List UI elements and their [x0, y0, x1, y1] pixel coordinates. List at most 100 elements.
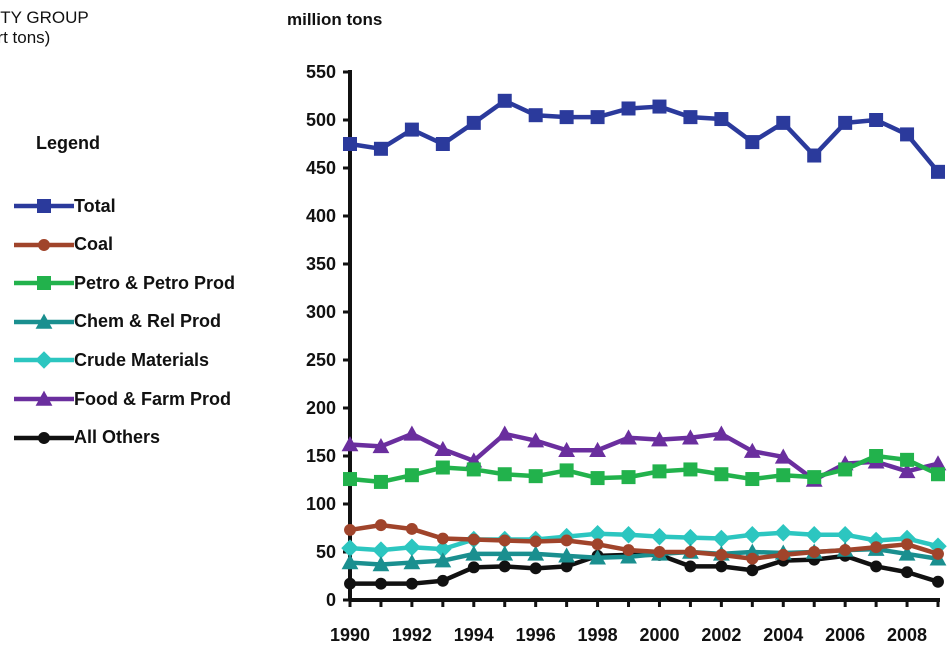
- y-tick-label: 350: [306, 254, 336, 274]
- legend-label: Food & Farm Prod: [74, 388, 231, 409]
- data-point-total: [745, 135, 760, 150]
- data-point-coal: [467, 533, 480, 546]
- data-point-total: [807, 148, 822, 163]
- data-point-total: [900, 127, 915, 142]
- data-point-coal: [344, 523, 356, 536]
- data-point-food-farm-prod: [743, 442, 761, 458]
- data-point-petro-petro-prod: [714, 467, 729, 482]
- series-food-farm-prod: [341, 425, 947, 487]
- data-point-crude-materials: [403, 538, 421, 556]
- data-point-crude-materials: [743, 525, 762, 544]
- legend-item-chem-rel-prod: Chem & Rel Prod: [14, 310, 221, 334]
- data-point-total: [528, 108, 543, 123]
- data-point-all-others: [344, 577, 356, 590]
- data-point-total: [343, 137, 357, 151]
- data-point-all-others: [467, 561, 480, 574]
- x-tick-label: 2002: [701, 625, 741, 645]
- chart-title-line-2: short tons): [0, 28, 51, 47]
- legend-label: Total: [74, 195, 116, 216]
- data-point-food-farm-prod: [496, 425, 514, 441]
- data-point-total: [497, 93, 512, 108]
- data-point-food-farm-prod: [558, 441, 576, 457]
- data-point-crude-materials: [619, 525, 638, 544]
- data-point-coal: [591, 538, 604, 551]
- legend-swatch-marker: [35, 390, 53, 406]
- y-tick-label: 100: [306, 494, 336, 514]
- data-point-petro-petro-prod: [404, 468, 419, 483]
- data-point-petro-petro-prod: [497, 467, 512, 482]
- data-point-coal: [622, 544, 635, 557]
- data-point-petro-petro-prod: [838, 462, 853, 477]
- data-point-food-farm-prod: [403, 425, 421, 441]
- x-tick-label: 1990: [330, 625, 370, 645]
- data-point-chem-rel-prod: [589, 549, 606, 565]
- data-point-chem-rel-prod: [372, 556, 390, 572]
- legend-item-all-others: All Others: [14, 426, 160, 450]
- legend-swatch-marker: [38, 431, 50, 444]
- data-point-coal: [560, 534, 573, 547]
- data-point-total: [590, 110, 605, 125]
- data-point-food-farm-prod: [898, 462, 916, 479]
- legend-swatch: [14, 238, 74, 251]
- x-tick-label: 2000: [639, 625, 679, 645]
- data-point-petro-petro-prod: [435, 460, 450, 475]
- x-tick-label: 2008: [887, 625, 927, 645]
- x-tick-label: 2004: [763, 625, 803, 645]
- legend-label: Coal: [74, 234, 114, 255]
- legend-item-total: Total: [14, 194, 116, 218]
- data-point-coal: [746, 552, 759, 565]
- data-point-crude-materials: [805, 525, 823, 544]
- data-point-petro-petro-prod: [528, 469, 543, 484]
- data-point-total: [466, 115, 481, 130]
- legend-label: Crude Materials: [74, 349, 210, 370]
- data-point-coal: [374, 519, 387, 532]
- data-point-petro-petro-prod: [869, 449, 884, 463]
- data-point-total: [621, 101, 636, 116]
- series-petro-petro-prod: [343, 449, 945, 489]
- data-point-petro-petro-prod: [776, 468, 791, 483]
- legend-swatch: [14, 351, 74, 370]
- data-point-food-farm-prod: [341, 436, 359, 452]
- data-point-coal: [777, 548, 790, 561]
- data-point-food-farm-prod: [589, 441, 606, 457]
- data-point-coal: [870, 541, 883, 554]
- legend-swatch: [14, 390, 74, 406]
- chart-title-line-1: ODITY GROUP: [0, 8, 89, 27]
- data-point-all-others: [560, 560, 573, 573]
- data-point-petro-petro-prod: [745, 472, 760, 487]
- legend-swatch-marker: [35, 351, 53, 370]
- series-crude-materials: [341, 524, 947, 559]
- series-total: [343, 93, 945, 179]
- data-point-all-others: [932, 575, 944, 588]
- data-point-coal: [405, 523, 418, 535]
- legend-swatch: [14, 313, 74, 329]
- data-point-all-others: [529, 562, 542, 575]
- data-point-chem-rel-prod: [496, 545, 514, 561]
- data-point-total: [559, 110, 574, 125]
- y-tick-label: 50: [316, 542, 336, 562]
- data-point-petro-petro-prod: [373, 474, 388, 489]
- data-point-petro-petro-prod: [931, 467, 945, 482]
- legend-label: Chem & Rel Prod: [74, 311, 222, 332]
- data-point-petro-petro-prod: [466, 462, 481, 477]
- legend-swatch-marker: [37, 276, 51, 291]
- data-point-crude-materials: [588, 525, 607, 543]
- data-point-crude-materials: [650, 527, 669, 546]
- data-point-total: [931, 164, 945, 179]
- data-point-chem-rel-prod: [898, 545, 916, 561]
- x-tick-label: 2006: [825, 625, 865, 645]
- legend-item-food-farm-prod: Food & Farm Prod: [14, 387, 231, 411]
- data-point-all-others: [715, 560, 728, 573]
- legend-item-coal: Coal: [14, 233, 113, 257]
- data-point-coal: [529, 535, 542, 548]
- data-point-food-farm-prod: [929, 455, 947, 471]
- data-point-total: [373, 141, 388, 156]
- series-chem-rel-prod: [341, 540, 947, 572]
- data-point-petro-petro-prod: [807, 470, 822, 485]
- data-point-total: [838, 115, 853, 130]
- data-point-petro-petro-prod: [343, 472, 357, 487]
- data-point-all-others: [498, 560, 511, 573]
- data-point-crude-materials: [712, 529, 731, 548]
- data-point-crude-materials: [341, 539, 359, 557]
- data-point-petro-petro-prod: [683, 462, 698, 477]
